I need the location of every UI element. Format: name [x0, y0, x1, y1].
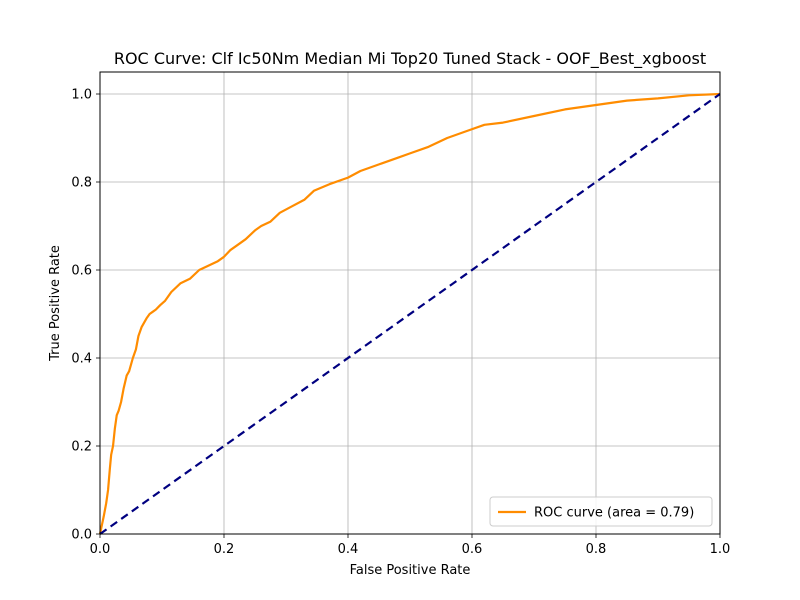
legend: ROC curve (area = 0.79)	[489, 496, 713, 527]
roc-curve-line	[98, 92, 721, 535]
y-tick-label: 0.2	[71, 440, 92, 455]
legend-box	[489, 496, 713, 527]
ticks: 0.0 0.2 0.4 0.6 0.8 1.0 0.0 0.2 0.4 0.6 0.8 1.0	[71, 88, 730, 558]
y-tick-label: 1.0	[71, 88, 92, 103]
plot-frame	[99, 71, 721, 535]
x-tick-label: 0.2	[214, 542, 235, 557]
x-tick-label: 0.8	[586, 542, 607, 557]
y-tick-label: 0.8	[71, 176, 92, 191]
x-tick-label: 1.0	[710, 542, 731, 557]
y-tick-label: 0.4	[71, 352, 92, 367]
x-tick-label: 0.4	[338, 542, 359, 557]
x-axis-label: False Positive Rate	[350, 563, 471, 578]
series-layer	[98, 92, 721, 535]
chance-diagonal-line	[99, 93, 721, 535]
y-tick-label: 0.6	[71, 264, 92, 279]
x-tick-label: 0.6	[462, 542, 483, 557]
chart-title: ROC Curve: Clf Ic50Nm Median Mi Top20 Tu…	[114, 49, 706, 69]
y-axis-label: True Positive Rate	[48, 245, 63, 362]
grid	[99, 72, 721, 535]
legend-label: ROC curve (area = 0.79)	[534, 506, 694, 521]
x-tick-label: 0.0	[90, 542, 111, 557]
y-tick-label: 0.0	[71, 528, 92, 543]
